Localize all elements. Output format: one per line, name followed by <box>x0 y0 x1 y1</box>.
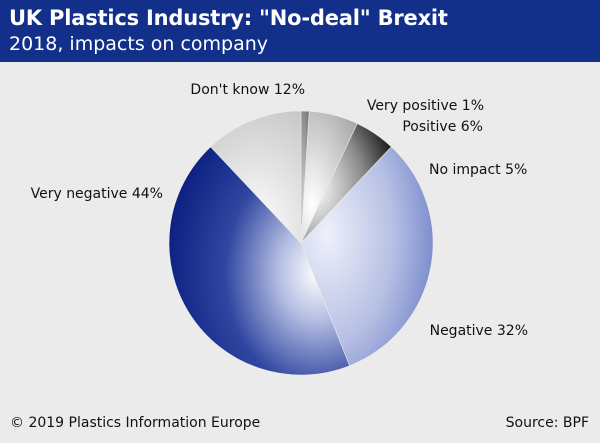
source-text: Source: BPF <box>505 415 589 431</box>
pie-slice-negative <box>300 146 434 367</box>
slice-label-very-negative: Very negative 44% <box>31 186 163 202</box>
slice-label-don-t-know: Don't know 12% <box>190 82 305 98</box>
slice-label-no-impact: No impact 5% <box>429 162 527 178</box>
slice-label-negative: Negative 32% <box>430 323 528 339</box>
slice-label-positive: Positive 6% <box>402 119 483 135</box>
pie-chart: Very positive 1% Positive 6% No impact 5% N… <box>31 82 528 376</box>
copyright-text: © 2019 Plastics Information Europe <box>10 415 261 431</box>
slice-label-very-positive: Very positive 1% <box>367 98 484 114</box>
chart-title: UK Plastics Industry: "No-deal" Brexit <box>9 6 448 30</box>
pie-slice-very-negative <box>168 146 350 376</box>
pie-slice-don-t-know <box>210 110 302 244</box>
chart-header: UK Plastics Industry: "No-deal" Brexit 2… <box>0 0 600 62</box>
chart-subtitle: 2018, impacts on company <box>9 33 269 55</box>
